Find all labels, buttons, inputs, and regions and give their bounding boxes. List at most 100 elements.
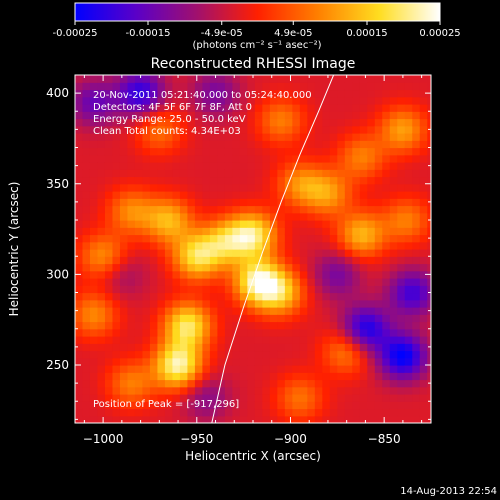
- heatmap-cell: [202, 408, 211, 417]
- heatmap-cell: [352, 176, 361, 185]
- heatmap-cell: [299, 263, 308, 272]
- heatmap-cell: [307, 96, 316, 105]
- heatmap-cell: [367, 292, 376, 301]
- heatmap-cell: [194, 408, 204, 417]
- heatmap-cell: [209, 394, 218, 402]
- heatmap-cell: [269, 176, 278, 185]
- heatmap-cell: [194, 220, 204, 228]
- heatmap-cell: [412, 372, 421, 381]
- heatmap-cell: [127, 227, 136, 236]
- heatmap-cell: [307, 118, 316, 127]
- heatmap-cell: [232, 350, 241, 359]
- heatmap-cell: [284, 314, 293, 323]
- heatmap-cell: [419, 307, 428, 315]
- heatmap-cell: [337, 154, 346, 163]
- heatmap-cell: [254, 75, 263, 83]
- heatmap-cell: [367, 328, 376, 337]
- heatmap-cell: [329, 328, 338, 337]
- heatmap-cell: [149, 401, 159, 410]
- heatmap-cell: [97, 379, 106, 388]
- heatmap-cell: [329, 104, 338, 112]
- heatmap-cell: [359, 125, 368, 134]
- heatmap-cell: [322, 365, 331, 373]
- heatmap-cell: [89, 104, 99, 112]
- heatmap-cell: [224, 314, 233, 323]
- heatmap-cell: [397, 104, 406, 112]
- heatmap-cell: [344, 104, 353, 112]
- heatmap-cell: [232, 104, 241, 112]
- heatmap-cell: [97, 415, 106, 423]
- heatmap-cell: [314, 379, 323, 388]
- heatmap-cell: [224, 89, 233, 98]
- heatmap-cell: [284, 205, 293, 214]
- heatmap-cell: [75, 343, 84, 352]
- heatmap-cell: [142, 125, 151, 134]
- heatmap-cell: [322, 241, 331, 250]
- heatmap-cell: [104, 198, 114, 207]
- heatmap-cell: [299, 191, 308, 199]
- heatmap-cell: [119, 89, 129, 98]
- heatmap-cell: [307, 401, 316, 410]
- heatmap-cell: [202, 343, 211, 352]
- heatmap-cell: [209, 125, 218, 134]
- colorbar-tick-label: -0.00015: [126, 28, 171, 39]
- heatmap-cell: [337, 191, 346, 199]
- heatmap-cell: [104, 140, 114, 149]
- heatmap-cell: [119, 408, 129, 417]
- heatmap-cell: [224, 350, 233, 359]
- heatmap-cell: [352, 82, 361, 91]
- heatmap-cell: [329, 256, 338, 265]
- heatmap-cell: [202, 140, 211, 149]
- heatmap-cell: [75, 328, 84, 337]
- heatmap-cell: [367, 394, 376, 402]
- heatmap-cell: [404, 191, 413, 199]
- heatmap-cell: [209, 82, 218, 91]
- heatmap-cell: [277, 96, 286, 105]
- heatmap-cell: [374, 299, 383, 308]
- heatmap-cell: [142, 147, 151, 156]
- heatmap-cell: [247, 212, 256, 221]
- heatmap-cell: [389, 227, 398, 236]
- heatmap-cell: [75, 249, 84, 257]
- heatmap-cell: [97, 263, 106, 272]
- heatmap-cell: [292, 241, 301, 250]
- heatmap-cell: [149, 118, 159, 127]
- heatmap-cell: [179, 118, 189, 127]
- heatmap-cell: [89, 379, 99, 388]
- heatmap-cell: [299, 125, 308, 134]
- heatmap-cell: [404, 205, 413, 214]
- heatmap-cell: [419, 394, 428, 402]
- heatmap-cell: [292, 401, 301, 410]
- heatmap-cell: [352, 104, 361, 112]
- heatmap-cell: [307, 191, 316, 199]
- heatmap-cell: [367, 408, 376, 417]
- heatmap-cell: [239, 307, 248, 315]
- heatmap-cell: [419, 343, 428, 352]
- heatmap-cell: [104, 241, 114, 250]
- colorbar-unit-label: (photons cm⁻² s⁻¹ asec⁻²): [192, 40, 321, 51]
- heatmap-cell: [299, 169, 308, 178]
- heatmap-cell: [97, 111, 106, 120]
- heatmap-cell: [254, 307, 263, 315]
- heatmap-cell: [149, 191, 159, 199]
- heatmap-cell: [284, 198, 293, 207]
- heatmap-cell: [359, 111, 368, 120]
- heatmap-cell: [127, 133, 136, 141]
- heatmap-cell: [404, 256, 413, 265]
- heatmap-cell: [262, 299, 271, 308]
- heatmap-cell: [142, 96, 151, 105]
- heatmap-cell: [89, 386, 99, 395]
- heatmap-cell: [367, 205, 376, 214]
- heatmap-cell: [149, 408, 159, 417]
- heatmap-cell: [149, 263, 159, 272]
- heatmap-cell: [157, 386, 166, 395]
- heatmap-cell: [149, 379, 159, 388]
- heatmap-cell: [194, 176, 204, 185]
- heatmap-cell: [194, 321, 204, 330]
- heatmap-cell: [262, 133, 271, 141]
- heatmap-cell: [344, 394, 353, 402]
- heatmap-cell: [112, 205, 121, 214]
- heatmap-cell: [89, 96, 99, 105]
- heatmap-cell: [82, 307, 91, 315]
- heatmap-cell: [224, 140, 233, 149]
